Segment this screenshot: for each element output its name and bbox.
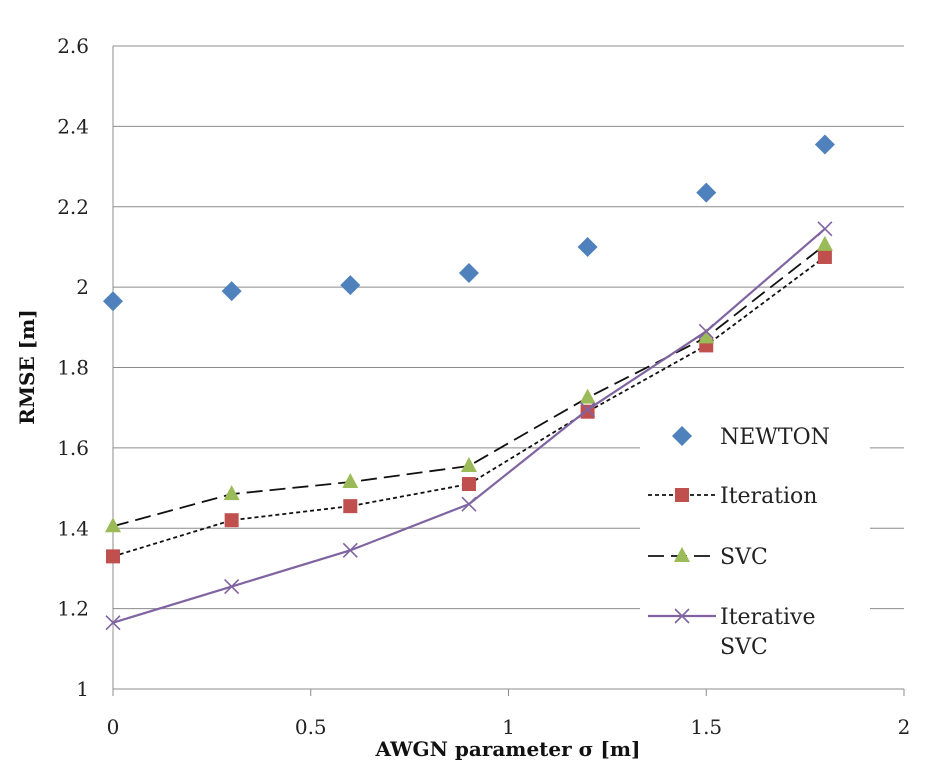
series-3 — [105, 221, 833, 631]
legend-label-0: NEWTON — [720, 425, 830, 450]
series-layer — [103, 134, 835, 631]
series-3-point-1 — [224, 578, 240, 595]
legend-label-3-line-1: SVC — [720, 635, 768, 660]
grid-layer — [113, 45, 904, 610]
series-0 — [103, 134, 835, 312]
legend-label-0-line-0: NEWTON — [720, 425, 830, 450]
series-0-point-3 — [458, 263, 479, 284]
y-tick-label-2: 1.4 — [57, 516, 89, 540]
legend-marker-1 — [675, 488, 689, 502]
legend-label-2: SVC — [720, 545, 768, 570]
series-2-point-3 — [460, 456, 477, 472]
y-tick-label-0: 1 — [76, 677, 89, 701]
y-tick-label-3: 1.6 — [57, 436, 89, 460]
legend-background — [640, 410, 870, 672]
legend-label-1: Iteration — [720, 484, 817, 509]
y-tick-label-4: 1.8 — [57, 356, 89, 380]
series-0-point-4 — [577, 236, 598, 257]
axis-layer: 1 1.2 1.4 1.6 1.8 2 2.2 2.4 2.6 0 0.5 1 1.5 2 — [57, 34, 910, 739]
series-3-point-0 — [105, 615, 121, 631]
series-0-point-1 — [221, 281, 242, 302]
series-2-point-2 — [342, 473, 359, 489]
series-2-point-0 — [105, 517, 121, 533]
series-1-point-2 — [343, 499, 358, 514]
series-2-point-4 — [579, 388, 596, 404]
legend-label-3-line-0: Iterative — [720, 605, 816, 630]
y-axis-title: RMSE [m] — [15, 309, 39, 425]
x-axis-title: AWGN parameter σ [m] — [375, 737, 641, 761]
series-2-point-5 — [698, 328, 715, 344]
x-tick-label-3: 1.5 — [690, 715, 722, 739]
series-1-point-3 — [461, 477, 476, 492]
legend: NEWTON Iteration SVC Iterative SVC — [640, 410, 870, 672]
y-tick-label-8: 2.6 — [57, 34, 89, 58]
series-0-point-6 — [814, 134, 835, 155]
series-3-point-3 — [461, 496, 477, 512]
series-1-point-0 — [106, 549, 120, 564]
series-3-point-2 — [342, 542, 358, 558]
series-0-point-2 — [340, 275, 361, 296]
legend-label-3: Iterative SVC — [720, 605, 816, 660]
series-0-point-5 — [696, 182, 717, 203]
series-2 — [105, 235, 833, 533]
series-3-point-4 — [580, 402, 596, 418]
legend-marker-3 — [674, 608, 690, 624]
series-2-point-1 — [223, 485, 240, 501]
y-tick-label-1: 1.2 — [57, 597, 89, 621]
legend-label-1-line-0: Iteration — [720, 484, 817, 509]
series-1-point-6 — [817, 249, 832, 264]
legend-marker-2 — [674, 547, 690, 562]
legend-marker-0 — [672, 426, 692, 446]
series-3-point-5 — [698, 323, 714, 339]
x-tick-label-4: 2 — [898, 715, 911, 739]
series-2-point-6 — [816, 235, 833, 251]
series-1-point-1 — [224, 513, 239, 528]
y-tick-label-7: 2.4 — [57, 114, 89, 138]
series-3-point-6 — [817, 221, 833, 237]
x-tick-label-0: 0 — [107, 715, 120, 739]
x-tick-label-2: 1 — [502, 715, 515, 739]
legend-label-2-line-0: SVC — [720, 545, 768, 570]
x-tick-label-1: 0.5 — [295, 715, 327, 739]
y-tick-label-5: 2 — [76, 275, 89, 299]
y-tick-label-6: 2.2 — [57, 195, 89, 219]
series-0-point-0 — [103, 291, 123, 312]
